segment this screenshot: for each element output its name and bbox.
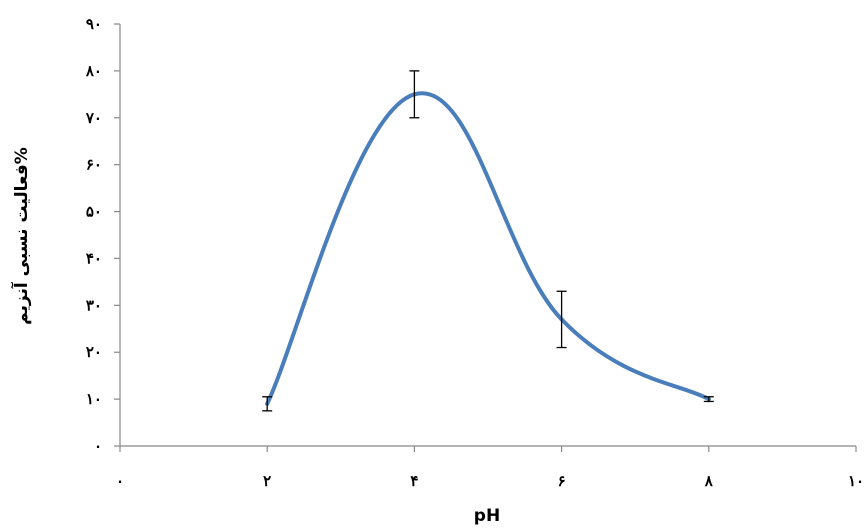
y-tick-label: ۴۰ — [86, 249, 102, 267]
x-tick-label: ۰ — [116, 472, 124, 490]
y-tick-label: ۰ — [94, 437, 102, 455]
y-tick-label: ۵۰ — [86, 203, 102, 221]
y-tick-label: ۹۰ — [86, 15, 102, 33]
x-tick-label: ۲ — [263, 472, 271, 490]
x-tick-label: ۱۰ — [848, 472, 864, 490]
chart-error-bars — [262, 70, 714, 412]
y-tick-label: ۷۰ — [85, 109, 102, 127]
chart-axes — [119, 24, 856, 447]
chart-series — [265, 91, 711, 406]
x-tick-label: ۴ — [410, 472, 418, 490]
y-axis-title: فعالیت نسبی آنزیم% — [10, 147, 32, 325]
y-tick-label: ۸۰ — [85, 62, 102, 80]
x-axis-title: pH — [474, 506, 500, 526]
x-tick-label: ۶ — [558, 472, 566, 490]
x-tick-label: ۸ — [704, 472, 714, 490]
y-tick-label: ۶۰ — [86, 156, 102, 174]
series-line — [265, 91, 711, 406]
y-tick-label: ۳۰ — [86, 296, 102, 314]
chart-ticks: ۰ ۱۰ ۲۰ ۳۰ ۴۰ ۵۰ ۶۰ ۷۰ ۸۰ ۹۰ ۰ ۲ ۴ ۶ ۸ ۱۰ — [85, 15, 864, 490]
y-tick-label: ۲۰ — [86, 343, 102, 361]
y-tick-label: ۱۰ — [86, 390, 102, 408]
